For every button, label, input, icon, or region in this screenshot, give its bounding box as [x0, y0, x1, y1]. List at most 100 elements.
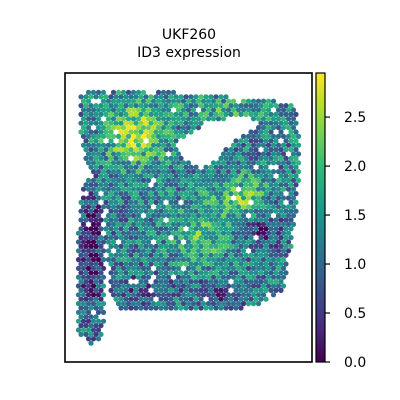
expression-spot — [125, 142, 132, 148]
expression-spot — [268, 111, 274, 117]
expression-spot — [160, 221, 167, 227]
expression-spot — [135, 107, 142, 113]
expression-spot — [290, 195, 297, 201]
expression-spot — [110, 221, 117, 227]
expression-spot — [75, 301, 82, 307]
expression-spot — [248, 261, 254, 267]
expression-spot — [228, 270, 234, 276]
expression-spot — [280, 160, 287, 166]
expression-spot — [123, 270, 129, 276]
expression-spot — [283, 182, 289, 188]
expression-spot — [165, 125, 172, 131]
expression-spot — [180, 107, 187, 113]
expression-spot — [98, 208, 104, 214]
expression-spot — [170, 133, 177, 139]
expression-spot — [193, 243, 199, 249]
expression-spot — [210, 221, 217, 227]
expression-spot — [165, 221, 172, 227]
expression-spot — [168, 129, 174, 135]
expression-spot — [88, 296, 94, 302]
expression-spot — [228, 252, 234, 258]
expression-spot — [193, 208, 199, 214]
expression-spot — [185, 230, 192, 236]
expression-spot — [258, 155, 264, 161]
expression-spot — [80, 301, 87, 307]
expression-spot — [243, 103, 249, 109]
expression-spot — [273, 155, 279, 161]
expression-spot — [78, 94, 84, 100]
expression-spot — [290, 107, 297, 113]
expression-spot — [143, 261, 149, 267]
expression-spot — [183, 305, 189, 311]
expression-spot — [273, 147, 279, 153]
expression-spot — [180, 177, 187, 183]
expression-spot — [183, 287, 189, 293]
expression-spot — [173, 252, 179, 258]
expression-spot — [78, 217, 84, 223]
expression-spot — [243, 235, 249, 241]
expression-spot — [190, 239, 197, 245]
expression-spot — [180, 257, 187, 263]
expression-spot — [85, 318, 92, 324]
expression-spot — [255, 248, 262, 254]
expression-spot — [278, 235, 284, 241]
expression-spot — [155, 177, 162, 183]
expression-spot — [243, 252, 249, 258]
expression-spot — [173, 94, 179, 100]
expression-spot — [200, 116, 207, 122]
expression-spot — [153, 138, 159, 144]
expression-spot — [263, 120, 269, 126]
expression-spot — [100, 98, 107, 104]
expression-spot — [143, 270, 149, 276]
expression-spot — [258, 111, 264, 117]
expression-spot — [125, 133, 132, 139]
expression-spot — [88, 314, 94, 320]
expression-spot — [185, 98, 192, 104]
expression-spot — [223, 182, 229, 188]
expression-spot — [93, 331, 99, 337]
expression-spot — [223, 164, 229, 170]
expression-spot — [238, 217, 244, 223]
expression-spot — [268, 155, 274, 161]
expression-spot — [278, 191, 284, 197]
expression-spot — [98, 217, 104, 223]
expression-spot — [245, 133, 252, 139]
expression-spot — [278, 252, 284, 258]
expression-spot — [208, 199, 214, 205]
expression-spot — [110, 195, 117, 201]
expression-spot — [278, 261, 284, 267]
expression-spot — [258, 252, 264, 258]
expression-spot — [205, 283, 212, 289]
expression-spot — [118, 138, 124, 144]
expression-spot — [85, 186, 92, 192]
expression-spot — [148, 120, 154, 126]
expression-spot — [75, 265, 82, 271]
expression-spot — [125, 221, 132, 227]
expression-spot — [268, 138, 274, 144]
expression-spot — [98, 164, 104, 170]
expression-spot — [218, 217, 224, 223]
expression-spot — [193, 270, 199, 276]
expression-spot — [173, 111, 179, 117]
expression-spot — [268, 279, 274, 285]
expression-spot — [203, 305, 209, 311]
expression-spot — [293, 138, 299, 144]
expression-spot — [250, 151, 257, 157]
expression-spot — [120, 160, 127, 166]
expression-spot — [218, 155, 224, 161]
expression-spot — [83, 120, 89, 126]
expression-spot — [165, 301, 172, 307]
expression-spot — [223, 235, 229, 241]
expression-spot — [228, 226, 234, 232]
expression-spot — [78, 305, 84, 311]
expression-spot — [165, 195, 172, 201]
expression-spot — [145, 133, 152, 139]
expression-spot — [158, 296, 164, 302]
expression-spot — [178, 173, 184, 179]
expression-spot — [165, 160, 172, 166]
expression-spot — [203, 191, 209, 197]
expression-spot — [143, 305, 149, 311]
expression-spot — [80, 107, 87, 113]
expression-spot — [103, 164, 109, 170]
expression-spot — [268, 235, 274, 241]
